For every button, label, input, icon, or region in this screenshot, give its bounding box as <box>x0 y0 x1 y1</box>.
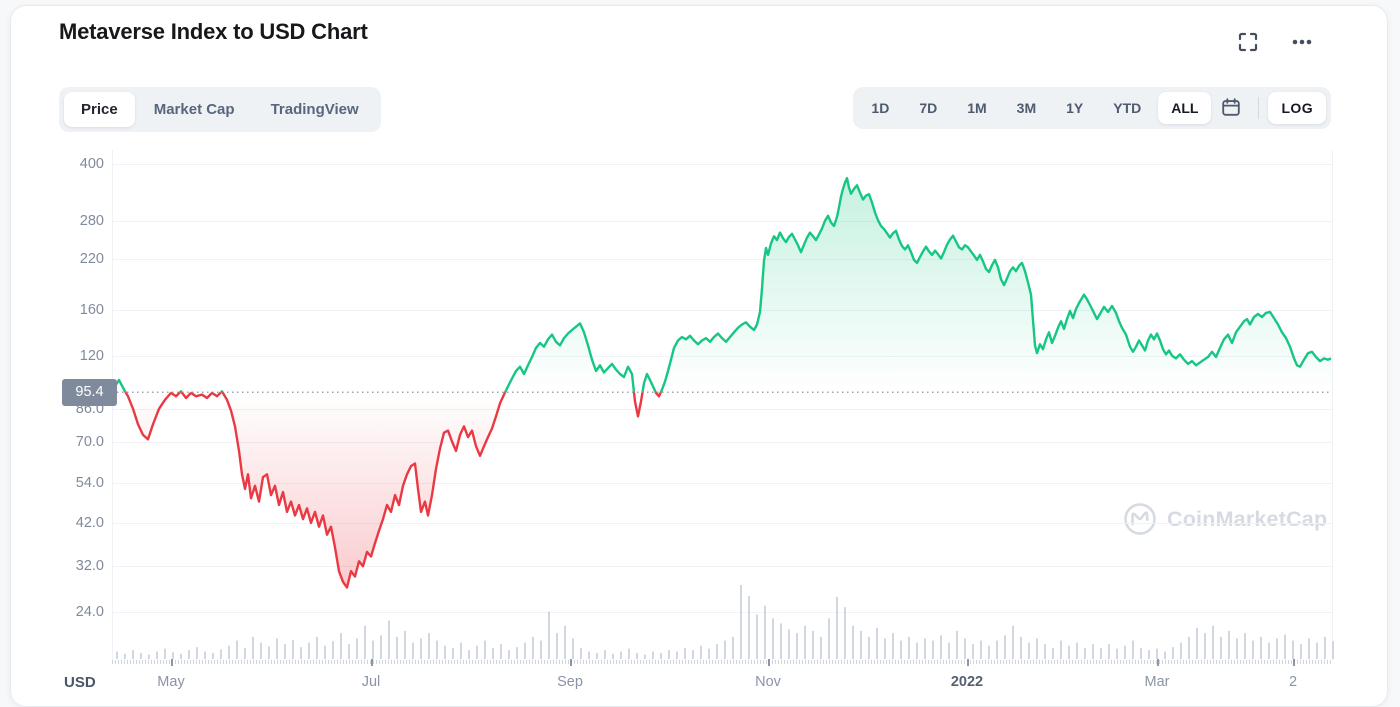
y-gridline <box>112 220 1332 222</box>
axis-unit-label: USD <box>64 674 96 691</box>
x-axis-month-tick <box>967 659 969 666</box>
y-gridline <box>112 309 1332 311</box>
y-gridline <box>112 164 1332 165</box>
y-gridline <box>112 522 1332 524</box>
log-scale-toggle[interactable]: LOG <box>1268 92 1326 124</box>
current-price-badge: 95.4 <box>62 378 117 406</box>
x-axis-month-tick <box>570 659 572 666</box>
range-all[interactable]: ALL <box>1158 92 1212 124</box>
plot-border <box>1332 150 1333 660</box>
calendar-icon[interactable] <box>1215 92 1249 124</box>
more-icon[interactable] <box>1290 30 1314 54</box>
range-1d[interactable]: 1D <box>871 100 890 116</box>
chart-type-tabs: Price Market Cap TradingView <box>59 87 381 132</box>
tab-tradingview[interactable]: TradingView <box>270 101 359 118</box>
x-axis-month-tick <box>371 659 373 666</box>
y-gridline <box>112 441 1332 443</box>
range-ytd[interactable]: YTD <box>1113 100 1142 116</box>
range-toolbar: 1D 7D 1M 3M 1Y YTD ALL LOG <box>853 87 1331 129</box>
watermark-text: CoinMarketCap <box>1167 506 1328 531</box>
fullscreen-icon[interactable] <box>1236 30 1260 54</box>
y-gridline <box>112 259 1332 261</box>
coinmarketcap-logo-icon <box>1124 503 1156 535</box>
tab-market-cap[interactable]: Market Cap <box>153 101 235 118</box>
y-gridline <box>112 482 1332 484</box>
y-gridline <box>112 566 1332 568</box>
tab-price[interactable]: Price <box>64 92 135 127</box>
y-gridline <box>112 355 1332 357</box>
x-axis-month-tick <box>768 659 770 666</box>
toolbar-divider <box>1258 97 1260 119</box>
x-axis-tick-strip <box>112 660 1332 664</box>
x-axis-month-tick <box>171 659 173 666</box>
range-3m[interactable]: 3M <box>1016 100 1037 116</box>
coinmarketcap-watermark: CoinMarketCap <box>1122 501 1327 537</box>
range-1m[interactable]: 1M <box>967 100 987 116</box>
x-axis-month-tick <box>1293 659 1295 666</box>
y-gridline <box>112 408 1332 410</box>
page-title: Metaverse Index to USD Chart <box>59 19 368 44</box>
range-1y[interactable]: 1Y <box>1066 100 1084 116</box>
y-gridline <box>112 612 1332 613</box>
range-7d[interactable]: 7D <box>919 100 938 116</box>
x-axis-month-tick <box>1157 659 1159 666</box>
